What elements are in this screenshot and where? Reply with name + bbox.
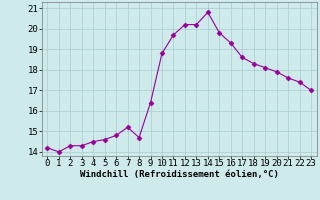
X-axis label: Windchill (Refroidissement éolien,°C): Windchill (Refroidissement éolien,°C) <box>80 170 279 179</box>
